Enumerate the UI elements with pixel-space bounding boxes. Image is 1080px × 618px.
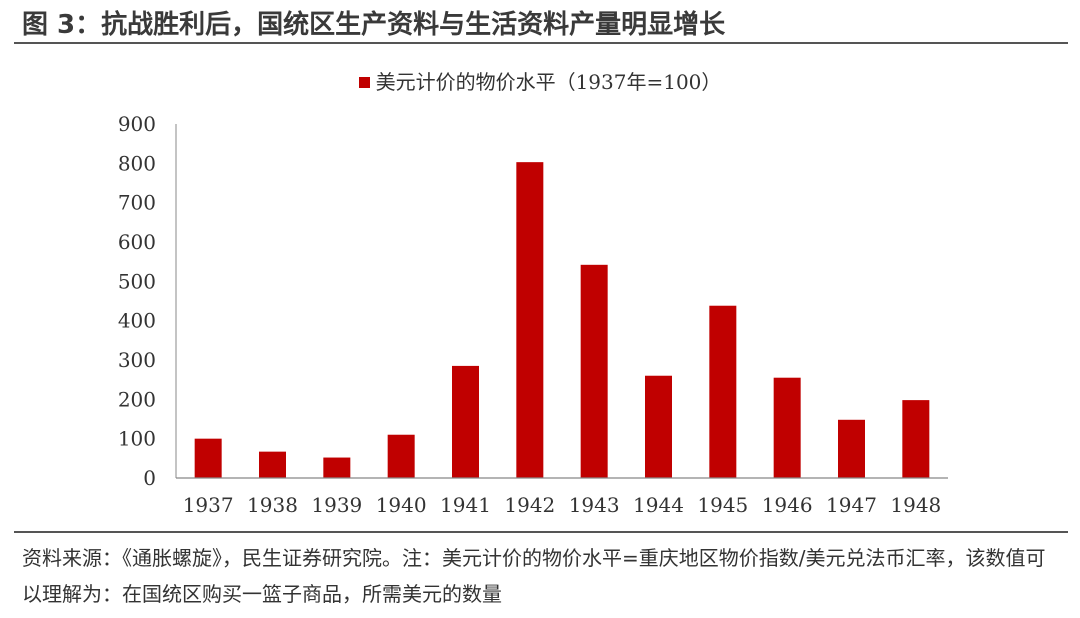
bar-1947: [838, 419, 865, 478]
source-note: 资料来源：《通胀螺旋》，民生证券研究院。注：美元计价的物价水平=重庆地区物价指数…: [22, 546, 1046, 606]
y-tick-label: 400: [118, 309, 156, 333]
y-tick-label: 200: [118, 387, 156, 411]
figure-title: 图 3：抗战胜利后，国统区生产资料与生活资料产量明显增长: [22, 10, 726, 40]
title-divider: [14, 42, 1068, 44]
y-tick-label: 700: [118, 191, 156, 215]
x-tick-label: 1942: [504, 493, 555, 517]
bar-1943: [580, 264, 608, 478]
bar-1945: [709, 305, 737, 478]
y-tick-label: 500: [118, 269, 156, 293]
bar-1946: [773, 377, 801, 478]
bar-1942: [516, 162, 544, 479]
x-tick-label: 1941: [440, 493, 491, 517]
x-tick-label: 1944: [633, 493, 684, 517]
bar-chart: 0 100 200 300 400 500 600 700 800 900 1937 1938 1939…: [118, 112, 948, 517]
y-tick-label: 0: [143, 466, 156, 490]
bar-1941: [452, 365, 479, 478]
bar-1940: [387, 434, 415, 478]
legend-label: 美元计价的物价水平（1937年=100）: [375, 70, 722, 94]
source-divider: [14, 531, 1068, 533]
x-tick-label: 1939: [311, 493, 362, 517]
x-tick-label: 1940: [376, 493, 427, 517]
bar-1938: [259, 451, 286, 478]
x-tick-label: 1938: [247, 493, 298, 517]
bar-1944: [645, 375, 672, 478]
legend-swatch: [358, 77, 370, 88]
x-tick-label: 1946: [762, 493, 813, 517]
y-tick-label: 900: [118, 112, 156, 136]
x-tick-label: 1943: [569, 493, 620, 517]
y-tick-label: 300: [118, 348, 156, 372]
bar-1939: [323, 457, 351, 478]
x-tick-label: 1945: [697, 493, 748, 517]
x-tick-label: 1948: [890, 493, 941, 517]
chart-legend: 美元计价的物价水平（1937年=100）: [0, 66, 1080, 95]
y-tick-label: 800: [118, 151, 156, 175]
bar-1948: [902, 400, 930, 478]
y-tick-label: 100: [118, 427, 156, 451]
x-tick-label: 1947: [826, 493, 877, 517]
bar-1937: [194, 438, 222, 478]
y-tick-label: 600: [118, 230, 156, 254]
x-tick-label: 1937: [183, 493, 234, 517]
